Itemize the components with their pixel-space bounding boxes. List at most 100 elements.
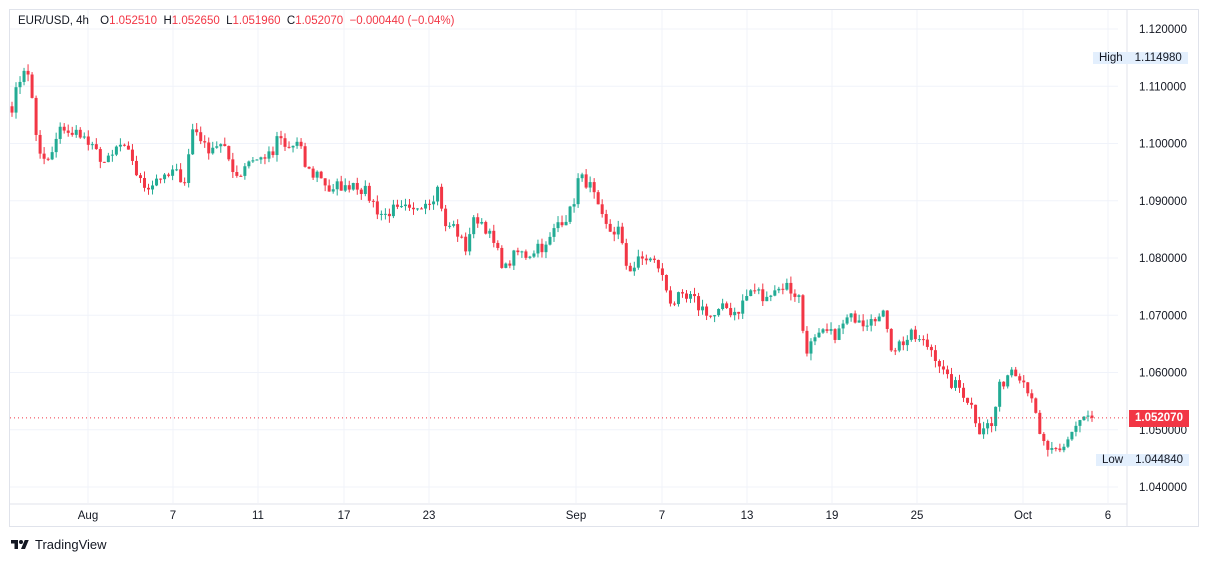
low-marker: Low 1.044840 [1096, 453, 1190, 468]
candle-body [725, 303, 729, 309]
candle-body [837, 328, 841, 340]
time-tick-label: 19 [826, 510, 839, 522]
candle-body [797, 295, 801, 297]
candle-body [407, 204, 411, 208]
candle-body [1070, 431, 1074, 440]
candle-body [945, 369, 949, 375]
candle-body [1090, 415, 1094, 418]
candle-body [464, 236, 468, 252]
candle-body [709, 315, 713, 317]
candle-body [1026, 382, 1030, 394]
candle-body [1042, 433, 1046, 442]
candle-body [568, 206, 572, 222]
high-value: 1.052650 [171, 15, 220, 27]
candle-body [74, 129, 78, 135]
candle-body [877, 316, 881, 322]
candle-body [1082, 416, 1086, 421]
candle-body [126, 145, 130, 150]
candle-body [793, 293, 797, 297]
candle-body [416, 208, 420, 210]
candle-body [343, 185, 347, 191]
last-price-tag: 1.052070 [1129, 410, 1189, 427]
candle-body [62, 126, 66, 131]
candle-body [227, 146, 231, 160]
candle-body [259, 157, 263, 160]
candle-body [986, 423, 990, 429]
candle-body [1010, 369, 1014, 376]
candle-body [70, 132, 74, 135]
candle-body [536, 243, 540, 254]
candle-body [187, 154, 191, 183]
high-marker-label: High [1093, 52, 1129, 64]
candle-body [403, 204, 407, 207]
candle-body [151, 185, 155, 190]
candle-body [142, 178, 146, 188]
candle-body [1086, 415, 1090, 417]
candle-body [508, 263, 512, 266]
low-marker-value: 1.044840 [1129, 454, 1190, 466]
candle-body [596, 192, 600, 205]
candle-body [391, 204, 395, 217]
candle-body [34, 97, 38, 135]
candle-body [869, 319, 873, 326]
candle-body [897, 341, 901, 351]
candle-body [299, 141, 303, 147]
candle-body [195, 129, 199, 133]
candle-body [179, 169, 183, 183]
open-value: 1.052510 [109, 15, 158, 27]
candle-body [448, 225, 452, 227]
candle-body [500, 247, 504, 268]
candle-body [379, 213, 383, 215]
candle-body [841, 323, 845, 329]
candle-body [809, 341, 813, 354]
candle-body [705, 306, 709, 316]
candle-body [279, 136, 283, 139]
candle-body [118, 144, 122, 147]
candle-body [1078, 420, 1082, 426]
candle-body [713, 315, 717, 317]
candle-body [885, 310, 889, 329]
candle-body [829, 329, 833, 331]
candle-body [990, 423, 994, 427]
candle-body [163, 174, 167, 180]
candle-body [564, 221, 568, 226]
candle-body [247, 161, 251, 167]
candle-body [159, 178, 163, 180]
time-tick-label: 23 [423, 510, 436, 522]
chart-frame[interactable] [9, 9, 1199, 527]
candle-body [765, 296, 769, 302]
candle-body [1062, 446, 1066, 451]
candle-body [1050, 448, 1054, 450]
candle-body [532, 253, 536, 257]
candle-body [604, 214, 608, 224]
candle-body [255, 159, 259, 161]
candle-body [50, 152, 54, 160]
candles [10, 64, 1127, 457]
candle-body [58, 126, 62, 139]
candle-body [664, 274, 668, 291]
candle-body [207, 142, 211, 154]
candle-body [701, 306, 705, 311]
tradingview-branding[interactable]: TradingView [10, 537, 107, 552]
candle-body [110, 154, 114, 156]
candle-body [339, 181, 343, 191]
candle-body [1038, 412, 1042, 434]
candle-body [504, 263, 508, 268]
candle-body [54, 138, 58, 153]
candle-body [375, 201, 379, 215]
close-label: C [286, 15, 296, 27]
price-tick-label: 1.060000 [1139, 368, 1187, 380]
time-tick-label: Aug [78, 510, 98, 522]
candle-body [315, 171, 319, 178]
candle-body [636, 256, 640, 268]
low-label: L [226, 15, 233, 27]
candle-body [966, 397, 970, 403]
candle-body [452, 224, 456, 226]
candle-body [994, 406, 998, 427]
candle-body [729, 308, 733, 316]
candle-body [889, 328, 893, 351]
candle-body [331, 189, 335, 192]
candle-body [813, 337, 817, 342]
candle-body [941, 366, 945, 370]
